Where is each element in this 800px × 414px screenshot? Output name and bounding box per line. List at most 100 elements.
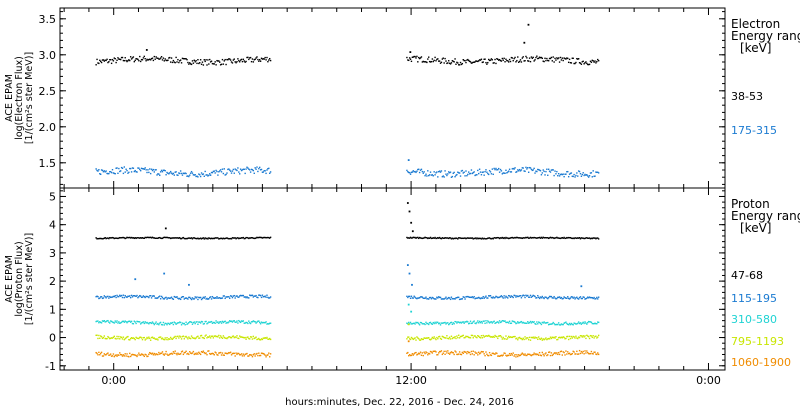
data-point [229, 320, 232, 323]
data-point [481, 337, 484, 339]
data-point [169, 61, 172, 63]
data-point [460, 170, 463, 172]
data-point [419, 169, 422, 171]
data-point [163, 324, 165, 326]
data-point [120, 336, 123, 339]
series-electron-0 [95, 23, 600, 66]
data-point [184, 336, 186, 338]
x-tick-label: 12:00 [395, 374, 427, 387]
data-point-spike [408, 272, 411, 275]
data-point [180, 324, 183, 326]
data-point [533, 236, 535, 239]
data-point [515, 61, 517, 63]
data-point [101, 297, 104, 300]
data-point [527, 171, 530, 173]
data-point [129, 339, 131, 341]
data-point [172, 323, 175, 326]
data-point [497, 322, 500, 324]
data-point [503, 295, 505, 297]
data-point [153, 352, 155, 355]
data-point [518, 354, 521, 357]
data-point [418, 237, 420, 240]
data-point [208, 321, 210, 323]
data-point [439, 171, 442, 173]
data-point [118, 295, 120, 298]
data-point [131, 296, 134, 298]
data-point [508, 352, 511, 355]
data-point [461, 62, 464, 65]
data-point [490, 321, 493, 323]
data-point [483, 320, 485, 322]
data-point [219, 170, 221, 172]
data-point [483, 237, 485, 240]
data-point [514, 56, 516, 59]
y-axis-label-line: ACE EPAM [4, 255, 15, 303]
data-point [269, 296, 272, 298]
data-point [434, 321, 436, 324]
data-point [561, 354, 563, 356]
data-point [127, 355, 129, 358]
data-point [420, 322, 423, 324]
data-point [137, 354, 139, 356]
data-point [474, 297, 476, 300]
data-point [141, 296, 144, 298]
data-point [487, 320, 489, 322]
data-point [153, 323, 155, 326]
data-point [511, 57, 514, 59]
data-point [500, 354, 503, 357]
data-point [144, 353, 146, 356]
data-point [455, 297, 457, 299]
data-point [480, 238, 483, 240]
data-point [108, 237, 110, 240]
data-point [481, 237, 484, 239]
data-point [498, 237, 501, 240]
data-point [105, 320, 107, 323]
data-point [126, 353, 128, 355]
data-point [562, 351, 564, 353]
data-point [111, 296, 114, 298]
data-point [475, 60, 477, 62]
data-point [554, 170, 556, 172]
data-point [264, 322, 266, 324]
data-point [253, 337, 255, 340]
data-point [443, 176, 445, 178]
data-point [150, 322, 153, 325]
data-point [178, 337, 180, 339]
legend-entry-proton-0: 47-68 [731, 269, 763, 282]
data-point [222, 295, 225, 297]
data-point [171, 353, 174, 355]
data-point [254, 355, 256, 357]
data-point [152, 168, 155, 171]
data-point [557, 237, 560, 239]
data-point [417, 236, 419, 239]
data-point [472, 238, 474, 240]
data-point [261, 58, 264, 60]
data-point [126, 336, 128, 338]
data-point [411, 56, 414, 59]
data-point [414, 323, 416, 325]
data-point [211, 322, 214, 325]
data-point [245, 296, 247, 299]
data-point [431, 174, 434, 176]
data-point [464, 237, 466, 239]
data-point [229, 336, 232, 339]
data-point [445, 173, 447, 175]
data-point [410, 323, 413, 325]
data-point [209, 237, 211, 239]
data-point [226, 321, 228, 324]
data-point [551, 169, 554, 171]
data-point [145, 354, 147, 356]
data-point [550, 295, 553, 298]
data-point [545, 296, 547, 298]
data-point [469, 172, 472, 175]
data-point [546, 338, 548, 341]
data-point [469, 237, 472, 239]
data-point-spike [408, 210, 411, 213]
data-point [261, 294, 264, 296]
data-point [236, 169, 238, 172]
data-point [510, 322, 513, 324]
data-point [176, 322, 178, 325]
data-point [139, 295, 142, 297]
data-point [555, 323, 557, 326]
data-point [122, 172, 125, 175]
